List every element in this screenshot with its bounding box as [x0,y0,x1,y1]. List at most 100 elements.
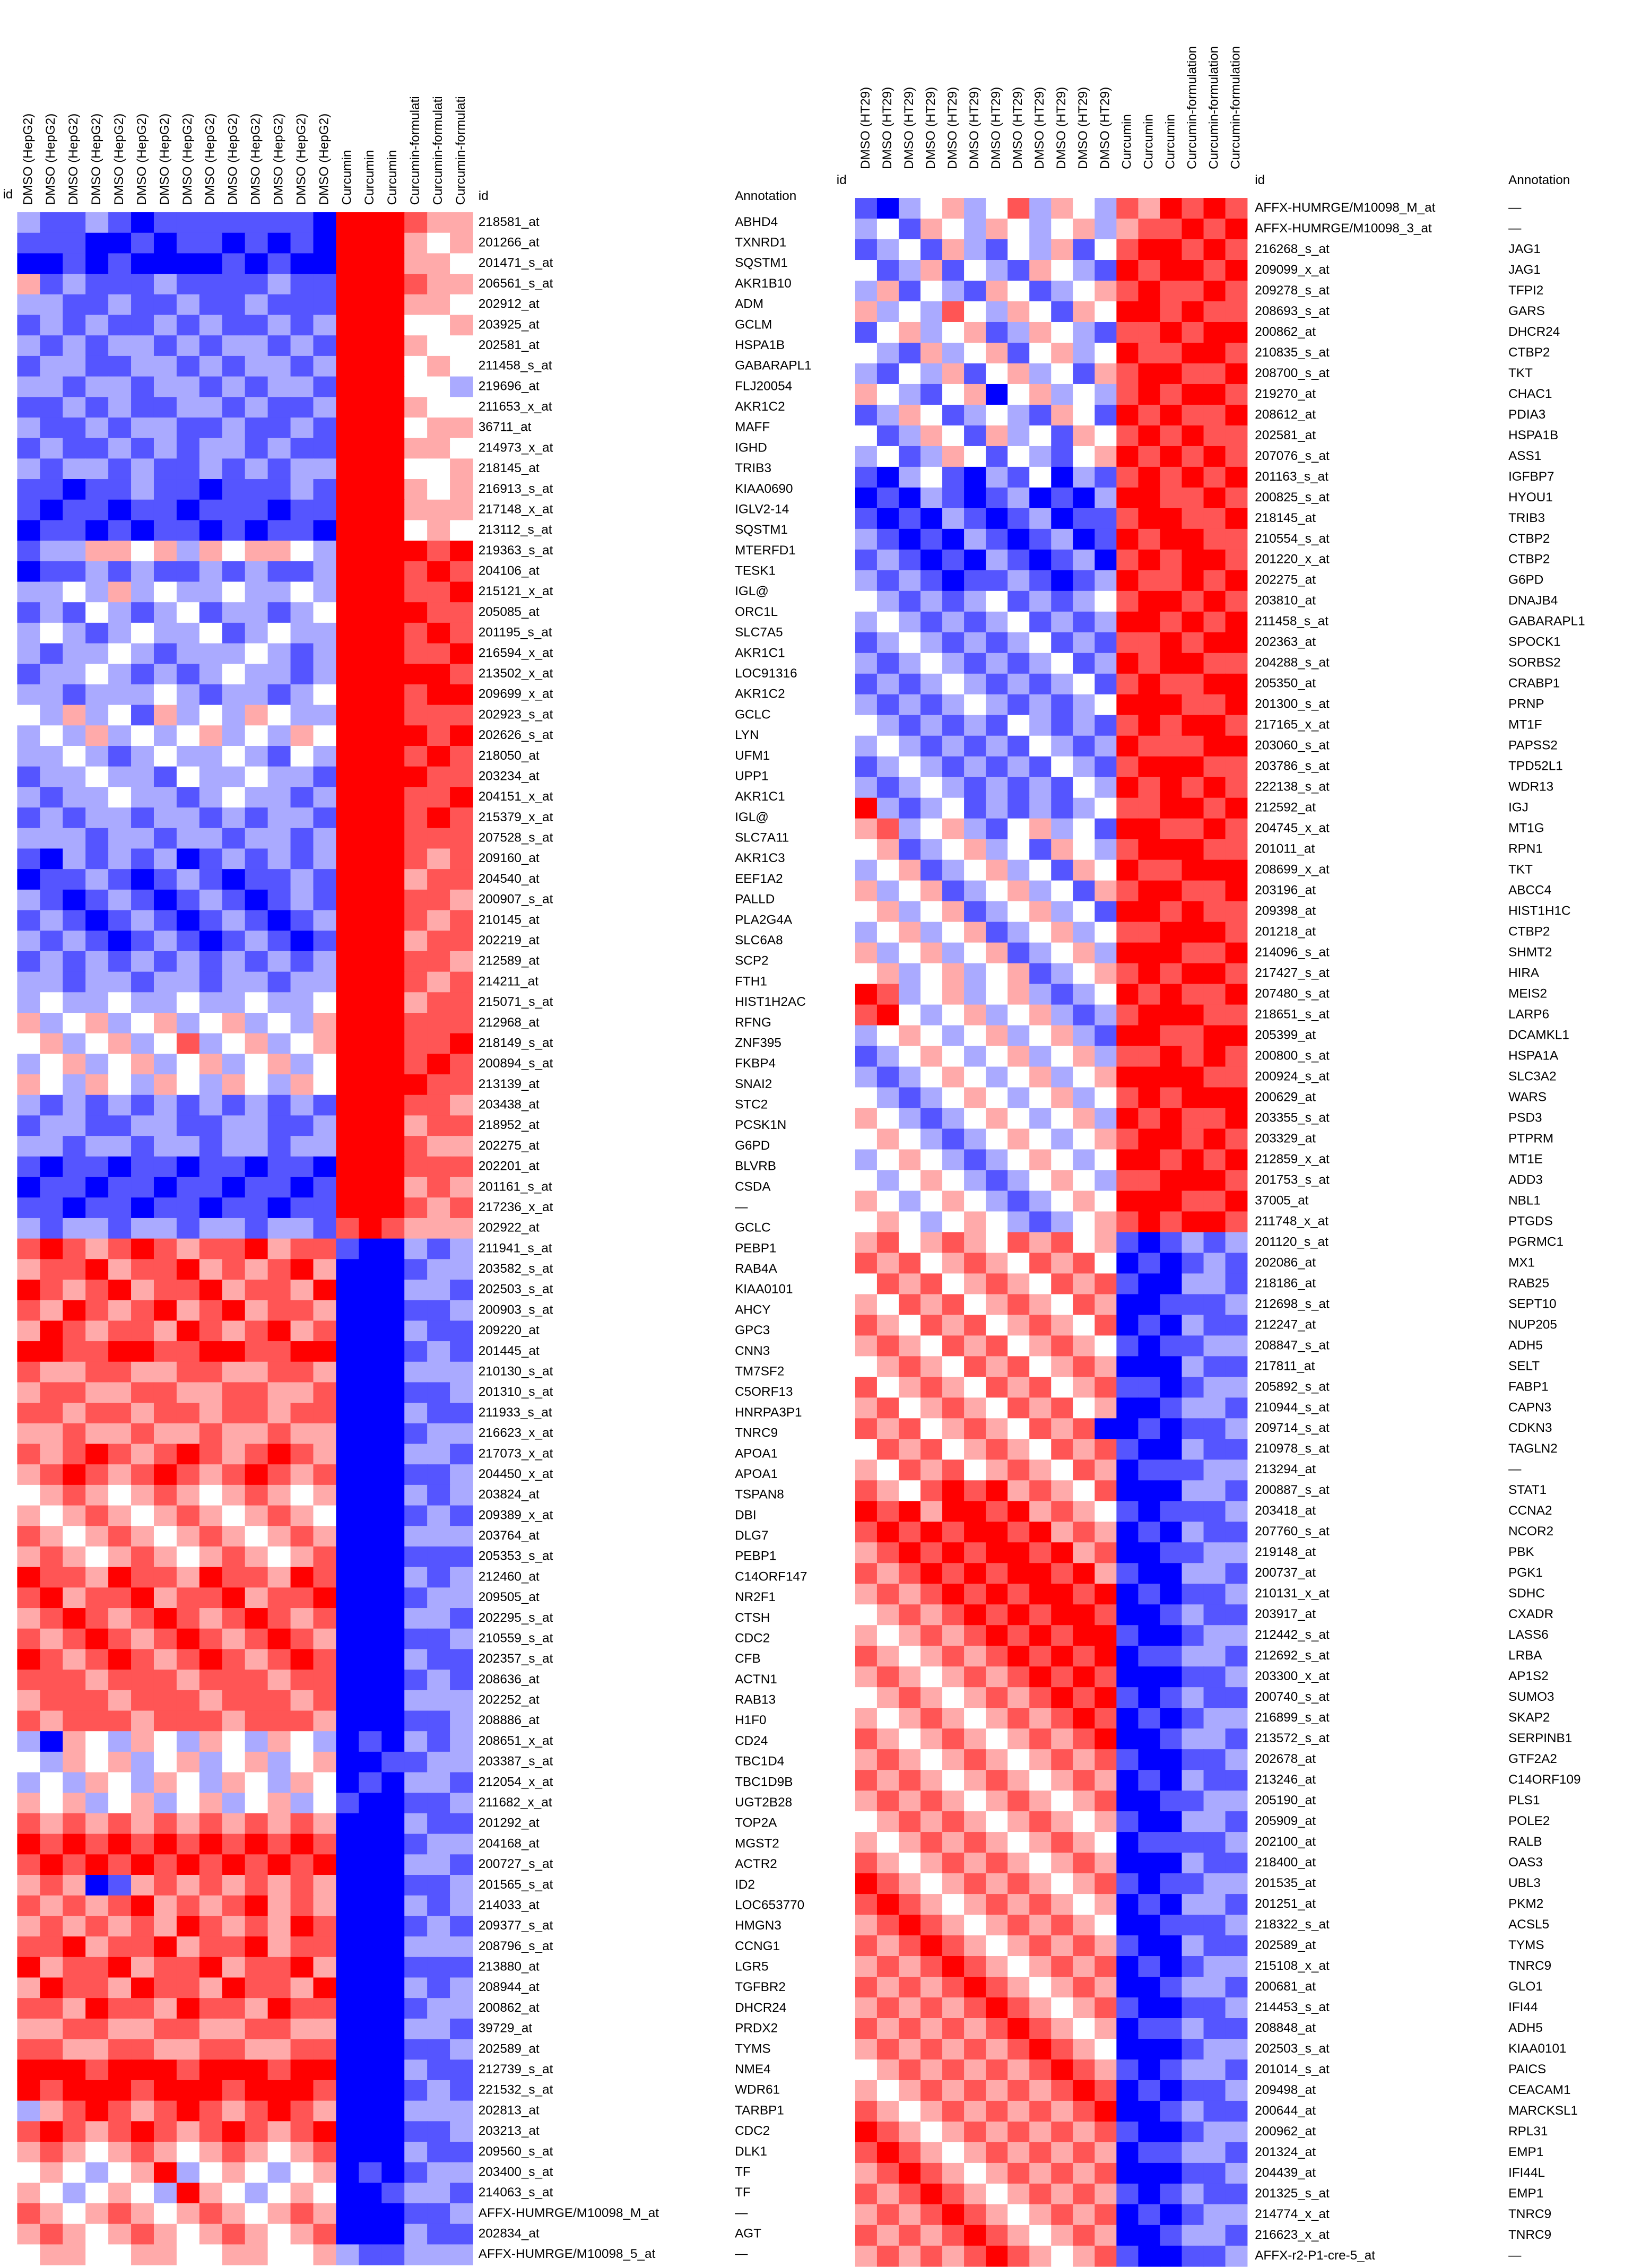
heatmap-cell [898,549,921,571]
heatmap-cell [1138,2162,1161,2184]
heatmap-cell [942,2059,965,2081]
heatmap-cell [381,1505,405,1527]
heatmap-cell [942,673,965,695]
heatmap-cell [964,1273,986,1295]
heatmap-cell [290,643,314,665]
heatmap-cell [450,2039,473,2061]
heatmap-cell [245,828,268,849]
heatmap-cell [40,951,64,972]
heatmap-cell [404,1341,428,1362]
row-id: 203786_s_at [1255,759,1330,774]
heatmap-cell [267,725,291,746]
heatmap-cell [176,2223,200,2245]
heatmap-cell [199,499,223,521]
row-id: 208848_at [1255,2021,1316,2035]
heatmap-cell [404,2018,428,2040]
column-label: Curcumin [1141,114,1156,169]
heatmap-cell [131,1854,154,1875]
heatmap-cell [942,735,965,757]
heatmap-cell [245,1670,268,1691]
heatmap-cell [942,942,965,964]
row-id: 203925_at [479,317,540,332]
heatmap-cell [153,2203,177,2224]
heatmap-cell [1160,1770,1183,1791]
row-id: 209398_at [1255,904,1316,918]
heatmap-cell [245,869,268,890]
heatmap-cell [40,725,64,746]
heatmap-cell [63,643,86,665]
heatmap-cell [1051,1604,1074,1626]
heatmap-cell [942,1625,965,1647]
heatmap-cell [1160,1873,1183,1895]
heatmap-cell [855,1418,878,1440]
heatmap-cell [942,2142,965,2163]
heatmap-cell [336,746,360,767]
heatmap-cell [40,2203,64,2224]
heatmap-cell [1116,1273,1139,1295]
heatmap-cell [1138,384,1161,405]
heatmap-cell [176,889,200,911]
heatmap-cell [1182,1646,1204,1667]
heatmap-cell [855,1253,878,1274]
heatmap-cell [1051,715,1074,736]
heatmap-cell [336,274,360,295]
heatmap-cell [381,1320,405,1342]
heatmap-cell [85,1936,109,1958]
heatmap-cell [942,1418,965,1440]
heatmap-cell [855,1687,878,1708]
heatmap-cell [131,1320,154,1342]
heatmap-cell [898,342,921,364]
heatmap-cell [1138,1708,1161,1729]
heatmap-cell [267,1670,291,1691]
heatmap-cell [1095,963,1117,985]
heatmap-cell [1160,1191,1183,1212]
heatmap-cell [63,274,86,295]
heatmap-cell [222,1813,246,1835]
row-id: 208651_x_at [479,1734,553,1748]
heatmap-cell [1029,859,1052,881]
heatmap-cell [986,2183,1008,2205]
heatmap-cell [427,1936,450,1958]
row-annotation: PTGDS [1508,1214,1553,1228]
heatmap-cell [920,1377,943,1398]
heatmap-cell [131,869,154,890]
heatmap-cell [1029,1004,1052,1026]
heatmap-cell [942,1294,965,1316]
heatmap-cell [1138,1480,1161,1502]
row-id: AFFX-HUMRGE/M10098_M_at [479,2206,659,2220]
heatmap-cell [222,1710,246,1732]
heatmap-cell [1225,239,1248,260]
heatmap-cell [1138,1439,1161,1461]
heatmap-cell [267,1998,291,2019]
heatmap-cell [108,1875,132,1896]
heatmap-cell [1138,1977,1161,1998]
heatmap-cell [199,1649,223,1670]
heatmap-cell [153,1423,177,1445]
heatmap-cell [359,1156,383,1178]
heatmap-cell [1007,1356,1030,1378]
heatmap-cell [1116,653,1139,674]
heatmap-cell [336,1690,360,1711]
heatmap-cell [1203,1873,1226,1895]
heatmap-cell [336,1998,360,2019]
heatmap-cell [1203,1356,1226,1378]
heatmap-cell [964,1066,986,1088]
heatmap-cell [1007,1128,1030,1150]
row-annotation: SHMT2 [1508,945,1552,960]
heatmap-cell [920,756,943,778]
heatmap-cell [381,1156,405,1178]
heatmap-cell [17,848,41,870]
column-label: DMSO (HT29) [1098,87,1112,169]
heatmap-cell [1182,590,1204,612]
heatmap-cell [898,446,921,467]
heatmap-cell [222,1033,246,1055]
heatmap-cell [986,1066,1008,1088]
heatmap-cell [245,931,268,952]
heatmap-cell [17,889,41,911]
heatmap-cell [404,1875,428,1896]
row-id: 203060_s_at [1255,738,1330,753]
heatmap-cell [17,2121,41,2142]
heatmap-cell [108,1546,132,1568]
heatmap-cell [964,1853,986,1874]
heatmap-cell [1225,984,1248,1005]
